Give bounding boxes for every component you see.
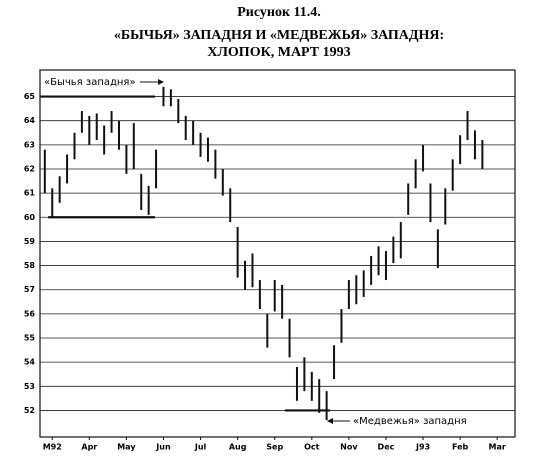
y-tick-label: 57 xyxy=(24,285,35,294)
x-tick-label: May xyxy=(117,443,136,452)
x-tick-label: J93 xyxy=(415,443,430,452)
x-tick-label: Jul xyxy=(194,443,207,452)
x-tick-label: Sep xyxy=(266,443,283,452)
x-tick-label: Mar xyxy=(489,443,506,452)
y-tick-label: 54 xyxy=(24,358,36,367)
x-tick-label: Dec xyxy=(378,443,395,452)
arrow-head xyxy=(327,418,333,424)
y-tick-label: 53 xyxy=(24,382,35,391)
x-tick-label: Aug xyxy=(229,443,247,452)
x-tick-label: Jun xyxy=(155,443,171,452)
y-tick-label: 52 xyxy=(24,406,35,415)
x-tick-label: Feb xyxy=(452,443,469,452)
x-tick-label: M92 xyxy=(43,443,62,452)
y-tick-label: 65 xyxy=(24,92,36,101)
x-tick-label: Oct xyxy=(304,443,320,452)
y-tick-label: 60 xyxy=(24,213,36,222)
y-tick-label: 58 xyxy=(24,261,36,270)
annotation: «Медвежья» западня xyxy=(353,416,467,427)
y-tick-label: 62 xyxy=(24,164,35,173)
x-tick-label: Nov xyxy=(340,443,358,452)
chart-title: «БЫЧЬЯ» ЗАПАДНЯ И «МЕДВЕЖЬЯ» ЗАПАДНЯ: xyxy=(114,28,444,43)
y-tick-label: 59 xyxy=(24,237,36,246)
figure-label: Рисунок 11.4. xyxy=(237,5,321,20)
y-tick-label: 56 xyxy=(24,309,36,318)
chart-subtitle: ХЛОПОК, МАРТ 1993 xyxy=(207,45,350,60)
y-tick-label: 63 xyxy=(24,140,35,149)
y-tick-label: 64 xyxy=(24,116,36,125)
annotation: «Бычья западня» xyxy=(44,77,136,88)
arrow-head xyxy=(158,79,164,85)
y-tick-label: 61 xyxy=(24,189,36,198)
plot-frame xyxy=(39,69,516,438)
x-tick-label: Apr xyxy=(81,443,97,452)
y-tick-label: 55 xyxy=(24,334,36,343)
